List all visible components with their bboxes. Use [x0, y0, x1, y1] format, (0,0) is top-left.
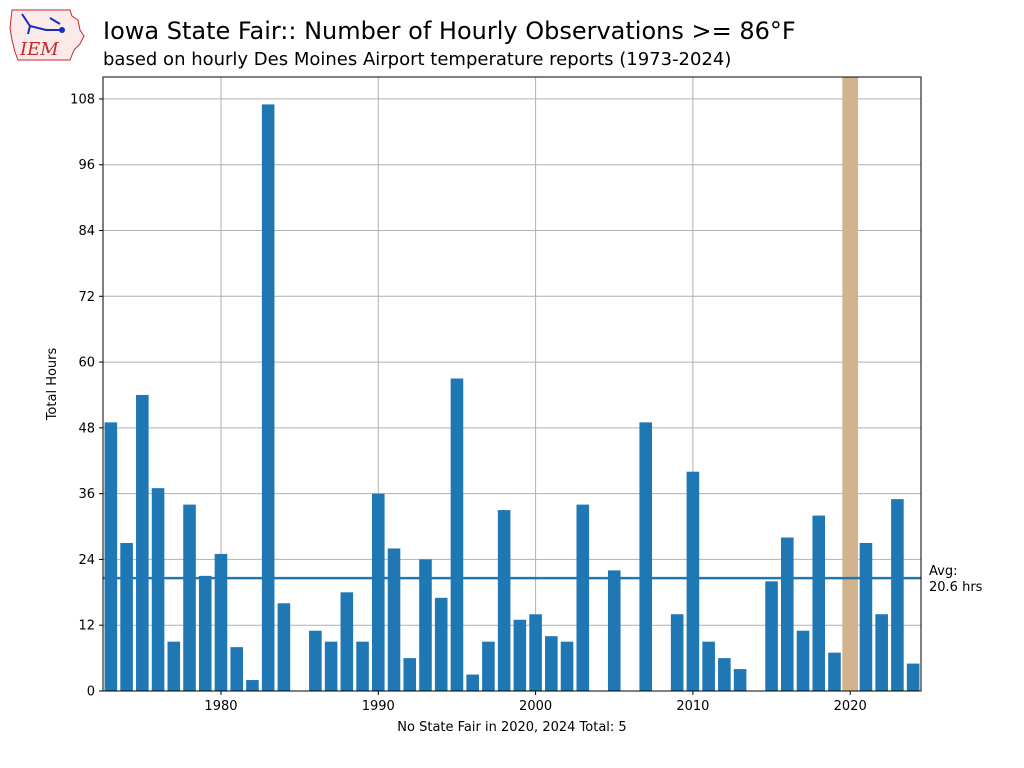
- bar-2018: [812, 515, 826, 691]
- average-label-line1: Avg:: [929, 564, 957, 579]
- bar-1979: [198, 575, 212, 691]
- bar-1982: [246, 680, 259, 691]
- bar-1998: [497, 510, 511, 691]
- bar-1994: [434, 597, 448, 691]
- bar-1999: [513, 619, 527, 691]
- bar-1974: [120, 542, 133, 691]
- highlight-band-layer: [842, 77, 859, 691]
- bar-2021: [859, 542, 873, 691]
- bar-1983: [261, 104, 275, 692]
- y-tick-label: 108: [70, 92, 95, 107]
- bar-1992: [403, 658, 417, 691]
- bar-2011: [702, 641, 715, 691]
- bar-layer: [104, 104, 920, 692]
- bar-2002: [560, 641, 574, 691]
- plot-frame: [102, 76, 922, 692]
- bar-1973: [104, 422, 118, 691]
- bar-2022: [875, 614, 888, 691]
- bar-1980: [214, 553, 228, 691]
- bar-1977: [167, 641, 181, 691]
- iem-logo: IEM: [9, 9, 85, 61]
- bar-1978: [183, 504, 196, 691]
- bar-1988: [340, 592, 354, 691]
- bar-2023: [891, 499, 904, 691]
- bar-1993: [419, 559, 432, 691]
- y-tick-label: 36: [78, 487, 95, 502]
- bar-2010: [686, 471, 700, 691]
- logo-label: IEM: [19, 39, 59, 60]
- bar-2009: [670, 614, 684, 691]
- x-axis-label: No State Fair in 2020, 2024 Total: 5: [397, 720, 626, 735]
- bar-2013: [733, 669, 747, 691]
- y-tick-label: 84: [78, 224, 95, 239]
- x-tick-label: 2010: [676, 699, 709, 714]
- y-tick-label: 60: [78, 356, 95, 371]
- bar-2017: [796, 630, 810, 691]
- bar-1976: [151, 488, 165, 691]
- bar-2015: [765, 581, 778, 691]
- weather-symbol-icon: [21, 13, 62, 35]
- bar-1975: [136, 394, 149, 691]
- bar-1991: [387, 548, 401, 691]
- bar-2019: [828, 652, 841, 691]
- bar-2003: [576, 504, 590, 691]
- chart-title: Iowa State Fair:: Number of Hourly Obser…: [103, 17, 796, 45]
- bar-1981: [230, 647, 244, 691]
- y-tick-label: 72: [78, 290, 95, 305]
- bar-2024: [906, 663, 920, 691]
- y-tick-label: 0: [87, 685, 95, 700]
- bar-1984: [277, 603, 291, 691]
- chart-subtitle: based on hourly Des Moines Airport tempe…: [103, 49, 731, 70]
- y-tick-label: 96: [78, 158, 95, 173]
- y-tick-label: 24: [78, 553, 95, 568]
- y-tick-label: 12: [78, 619, 95, 634]
- x-tick-label: 1980: [204, 699, 237, 714]
- bar-1989: [356, 641, 369, 691]
- bar-1997: [482, 641, 495, 691]
- x-tick-label: 1990: [362, 699, 395, 714]
- y-tick-label: 48: [78, 421, 95, 436]
- bar-2016: [780, 537, 794, 691]
- bar-1987: [324, 641, 338, 691]
- average-label-line2: 20.6 hrs: [929, 580, 983, 595]
- bar-2005: [607, 570, 621, 691]
- x-tick-label: 2000: [519, 699, 552, 714]
- bar-1990: [371, 493, 385, 691]
- bar-1995: [450, 378, 464, 691]
- bar-2000: [529, 614, 542, 691]
- tick-layer: 0 12 24 36 48 60 72 84 96 108 1980 1990 2000 2010 2020: [70, 92, 867, 714]
- bar-2007: [639, 422, 653, 691]
- bar-2012: [718, 658, 731, 691]
- x-tick-label: 2020: [834, 699, 867, 714]
- y-axis-label: Total Hours: [45, 347, 60, 421]
- bar-1996: [466, 674, 479, 691]
- weather-dot-icon: [59, 27, 65, 33]
- bar-1986: [309, 630, 322, 691]
- highlight-band: [842, 77, 859, 691]
- bar-2001: [545, 636, 558, 691]
